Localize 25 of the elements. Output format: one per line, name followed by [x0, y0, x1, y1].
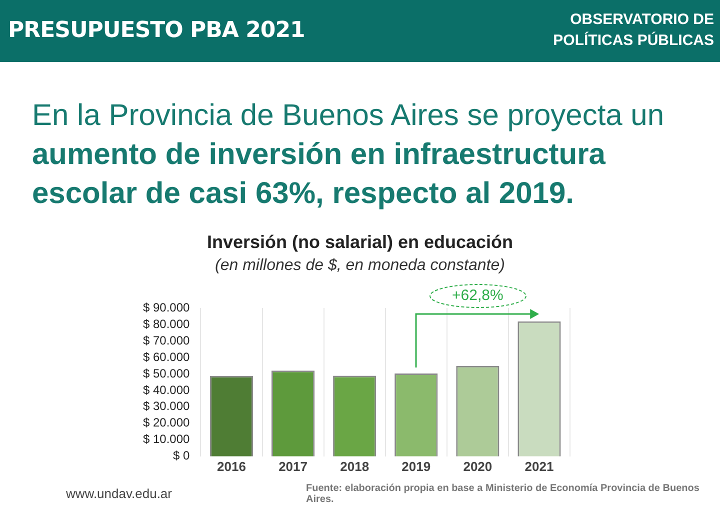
source-note: Fuente: elaboración propia en base a Ministerio de Economía Provincia de Buenos Aires. — [306, 483, 700, 505]
text: OBSERVATORIO DE POLÍTICAS PÚBLICAS — [552, 10, 714, 51]
y-tick-label: $ 10.000 — [142, 432, 190, 446]
y-tick-label: $ 0 — [173, 448, 190, 463]
y-tick-label: $ 40.000 — [142, 382, 190, 397]
chart-subtitle: (en millones de $, en moneda constante) — [214, 257, 506, 275]
chart-title: Inversión (no salarial) en educación — [206, 232, 514, 253]
y-tick-label: $ 20.000 — [142, 416, 190, 430]
x-tick-label: 2018 — [340, 458, 370, 474]
y-tick-label: $ 80.000 — [142, 316, 190, 331]
x-tick-label: 2020 — [463, 458, 492, 474]
y-tick-label: $ 70.000 — [142, 333, 190, 348]
text: www.undav.edu.ar — [66, 486, 172, 501]
y-tick-label: $ 50.000 — [142, 366, 190, 380]
x-tick-label: 2019 — [402, 458, 431, 474]
x-tick-label: 2021 — [524, 458, 554, 474]
y-tick-label: $ 90.000 — [142, 300, 190, 314]
text: aumento de inversión en infraestructura escolar de casi 63%, respecto al 2019. — [32, 138, 606, 210]
x-tick-label: 2016 — [217, 458, 246, 474]
text: En la Provincia de Buenos Aires se proyecta un — [32, 99, 664, 132]
x-tick-label: 2017 — [278, 458, 308, 474]
text: +62,8% — [451, 287, 504, 304]
y-tick-label: $ 30.000 — [142, 399, 190, 414]
text: PRESUPUESTO PBA 2021 — [8, 18, 305, 43]
y-tick-label: $ 60.000 — [142, 350, 190, 364]
